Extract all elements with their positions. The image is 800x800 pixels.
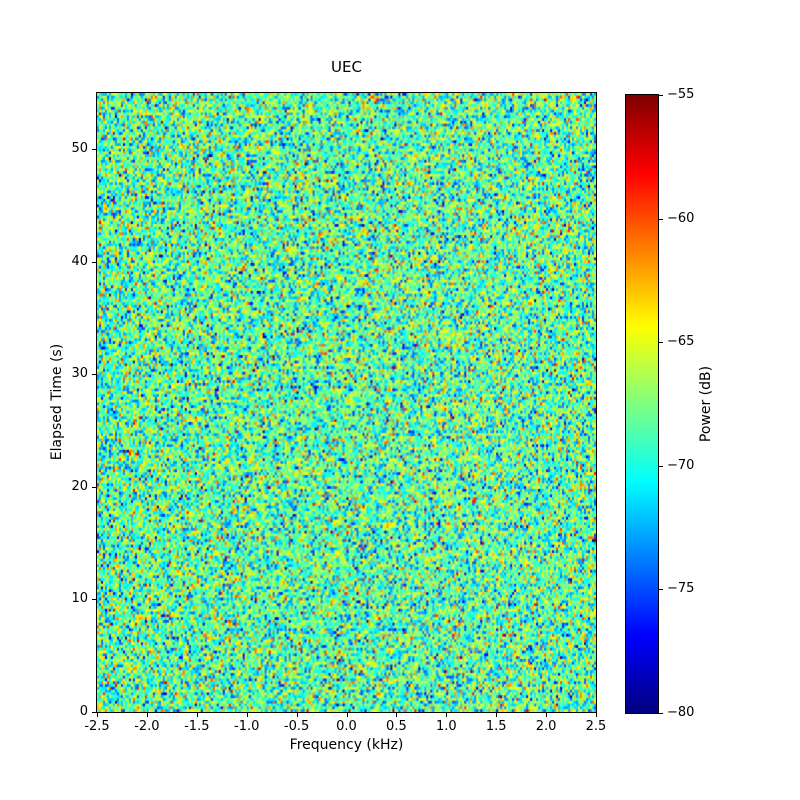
tick-mark [395,713,397,717]
y-tick-label: 30 [71,366,88,382]
x-axis-label: Frequency (kHz) [289,737,404,753]
x-tick-label: 0.5 [386,719,407,734]
x-tick-label: 2.5 [585,719,607,734]
x-tick-label: -0.5 [283,719,310,734]
tick-mark [495,713,497,717]
tick-mark [92,711,96,713]
plot-title: UEC [331,58,362,76]
tick-mark [92,148,96,150]
tick-mark [196,713,198,717]
colorbar-gradient-canvas [626,95,658,713]
x-tick-label: -1.0 [234,719,260,734]
colorbar-tick-label: −65 [667,334,695,350]
x-tick-label: 2.0 [535,719,557,734]
x-tick-label: -1.5 [184,719,210,734]
colorbar-tick-label: −80 [667,705,695,720]
tick-mark [96,713,98,717]
tick-mark [92,261,96,263]
x-tick-label: -2.5 [84,719,110,734]
y-tick-label: 10 [71,591,88,607]
axes-spines [96,92,597,713]
tick-mark [92,486,96,488]
tick-mark [659,341,663,343]
tick-mark [595,713,597,717]
tick-mark [659,588,663,590]
colorbar-tick-label: −70 [667,457,695,473]
x-tick-label: 0.0 [336,719,357,734]
tick-mark [445,713,447,717]
colorbar-tick-label: −60 [667,210,695,226]
colorbar-label: Power (dB) [698,365,714,443]
colorbar-tick-label: −55 [667,87,695,102]
y-axis-label: Elapsed Time (s) [49,343,65,461]
tick-mark [296,713,298,717]
colorbar-outline [625,94,659,714]
tick-mark [545,713,547,717]
y-tick-label: 40 [71,253,88,269]
tick-mark [92,373,96,375]
y-tick-label: 20 [71,478,88,494]
tick-mark [659,94,663,96]
tick-mark [659,218,663,220]
tick-mark [346,713,348,717]
spectrogram-heatmap-canvas [97,93,596,712]
tick-mark [146,713,148,717]
y-tick-label: 50 [71,141,88,157]
tick-mark [246,713,248,717]
tick-mark [659,712,663,714]
tick-mark [659,465,663,467]
x-tick-label: 1.5 [485,719,507,734]
x-tick-label: -2.0 [134,719,160,734]
tick-mark [92,598,96,600]
x-tick-label: 1.0 [435,719,457,734]
y-tick-label: 0 [79,704,88,719]
colorbar-tick-label: −75 [667,581,695,597]
